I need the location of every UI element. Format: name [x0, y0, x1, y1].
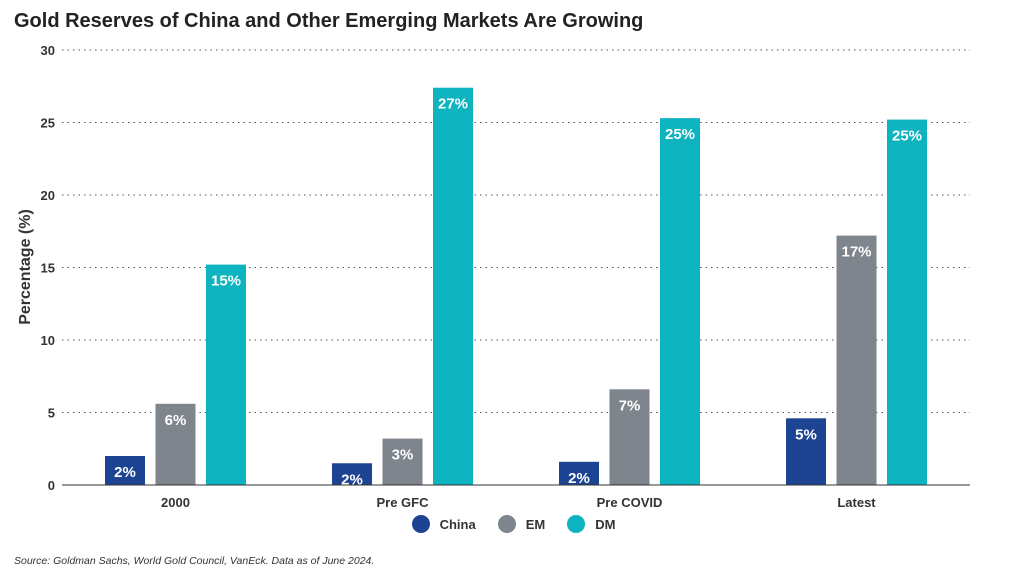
y-tick-label: 25 [41, 116, 55, 131]
x-tick-label: Pre COVID [597, 495, 663, 510]
data-label: 3% [392, 447, 414, 464]
data-label: 17% [841, 244, 871, 261]
bar-em [836, 235, 877, 485]
y-tick-label: 15 [41, 261, 55, 276]
x-tick-label: Latest [837, 495, 876, 510]
legend-swatch [497, 515, 516, 533]
legend-label: DM [595, 516, 616, 532]
y-tick-label: 10 [41, 333, 55, 348]
chart-title: Gold Reserves of China and Other Emergin… [14, 10, 644, 32]
bar-dm [887, 119, 927, 485]
bar-em [155, 403, 196, 485]
data-label: 27% [438, 96, 468, 113]
legend-swatch [567, 515, 586, 533]
y-tick-label: 5 [48, 406, 55, 421]
bar-china [105, 456, 145, 485]
y-axis-ticks: 0 5 10 15 20 25 30 [41, 43, 55, 493]
bars: 2% 6% 15% 2% 3% 27% 2% 7% 25% 5% 17% 25% [105, 87, 927, 488]
data-label: 25% [665, 126, 695, 143]
data-label: 15% [211, 273, 241, 290]
bar-dm [433, 87, 473, 485]
legend-item-china: China [411, 515, 476, 533]
legend-item-dm: DM [567, 515, 615, 533]
data-label: 2% [568, 470, 590, 487]
y-tick-label: 0 [48, 478, 55, 493]
x-tick-label: Pre GFC [376, 495, 429, 510]
source-note: Source: Goldman Sachs, World Gold Counci… [14, 555, 375, 567]
data-label: 5% [795, 426, 817, 443]
bar-dm [660, 118, 700, 486]
legend-label: EM [525, 516, 546, 532]
legend-item-em: EM [497, 515, 546, 533]
legend: China EM DM [0, 515, 1017, 533]
y-tick-label: 20 [41, 188, 55, 203]
legend-label: China [439, 516, 476, 532]
data-label: 2% [114, 464, 136, 481]
legend-swatch [411, 515, 430, 533]
data-label: 2% [341, 471, 363, 488]
bar-em [382, 438, 423, 485]
bar-em [609, 389, 650, 485]
bar-china [332, 463, 372, 485]
x-axis-ticks: 2000 Pre GFC Pre COVID Latest [161, 495, 876, 510]
x-tick-label: 2000 [161, 495, 190, 510]
y-tick-label: 30 [41, 43, 55, 58]
bar-dm [206, 264, 246, 485]
y-axis-label: Percentage (%) [17, 209, 34, 325]
bar-china [559, 461, 599, 485]
data-label: 25% [892, 128, 922, 145]
bar-china [786, 418, 826, 485]
data-label: 7% [619, 397, 641, 414]
gridlines [62, 49, 970, 413]
data-label: 6% [165, 412, 187, 429]
